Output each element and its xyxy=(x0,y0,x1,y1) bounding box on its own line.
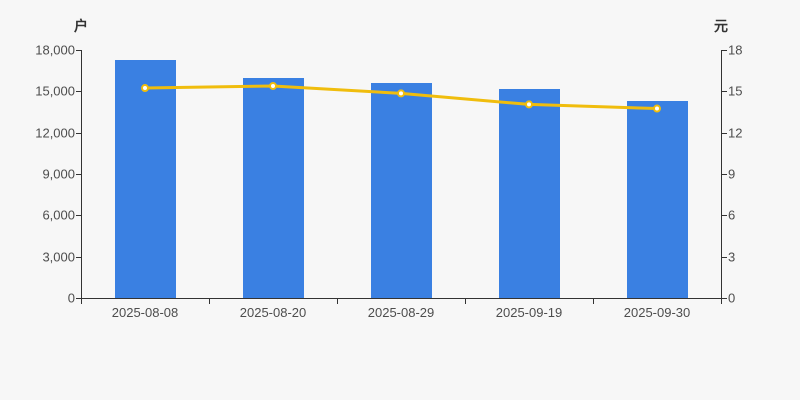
bar xyxy=(498,89,560,298)
right-axis-title: 元 xyxy=(714,18,728,34)
x-axis-tick xyxy=(81,299,82,304)
right-axis-tick-label: 15 xyxy=(728,83,743,99)
left-axis-tick-label: 6,000 xyxy=(42,207,75,223)
x-axis-tick-label: 2025-08-20 xyxy=(239,305,307,320)
left-axis-tick-label: 18,000 xyxy=(35,42,75,58)
line-point xyxy=(397,89,405,98)
left-axis-tick-label: 15,000 xyxy=(35,83,75,99)
bar xyxy=(242,78,304,298)
left-axis-tick xyxy=(76,91,81,93)
left-axis-tick xyxy=(76,298,81,299)
right-axis-tick-label: 9 xyxy=(728,166,736,182)
left-axis-tick-label: 12,000 xyxy=(35,125,75,141)
right-axis-tick xyxy=(722,256,727,258)
right-axis-tick-label: 3 xyxy=(728,249,736,265)
right-axis-tick xyxy=(722,215,727,217)
left-axis-tick xyxy=(76,50,81,51)
left-axis-tick xyxy=(76,215,81,217)
right-axis-tick xyxy=(722,91,727,93)
x-axis-tick xyxy=(593,299,594,304)
right-axis-tick-label: 0 xyxy=(728,290,736,306)
bar xyxy=(370,83,432,298)
line-point xyxy=(525,100,533,109)
left-axis-title: 户 xyxy=(74,18,88,34)
x-axis-tick xyxy=(465,299,466,304)
x-axis-tick-label: 2025-09-19 xyxy=(495,305,563,320)
x-axis-tick xyxy=(337,299,338,304)
left-axis-line xyxy=(81,50,82,298)
left-axis-tick-label: 9,000 xyxy=(42,166,75,182)
left-axis-tick xyxy=(76,174,81,175)
right-axis-tick-label: 6 xyxy=(728,207,736,223)
right-axis-tick-label: 12 xyxy=(728,125,743,141)
bar xyxy=(626,101,688,298)
left-axis-tick-label: 0 xyxy=(67,290,75,306)
x-axis-tick-label: 2025-08-29 xyxy=(367,305,435,320)
line-point xyxy=(269,81,277,90)
right-axis-tick xyxy=(722,298,727,299)
bar xyxy=(114,59,176,298)
x-axis-tick-label: 2025-09-30 xyxy=(623,305,691,320)
right-axis-tick xyxy=(722,132,727,134)
x-axis-tick xyxy=(209,299,210,304)
x-axis-tick-label: 2025-08-08 xyxy=(111,305,179,320)
line-point xyxy=(141,84,149,93)
right-axis-line xyxy=(721,50,722,298)
left-axis-tick xyxy=(76,132,81,134)
x-axis-line xyxy=(81,298,722,299)
right-axis-tick xyxy=(722,174,727,175)
right-axis-tick-label: 18 xyxy=(728,42,743,58)
left-axis-tick xyxy=(76,256,81,258)
left-axis-tick-label: 3,000 xyxy=(42,249,75,265)
x-axis-tick xyxy=(721,299,722,304)
line-point xyxy=(653,104,661,113)
right-axis-tick xyxy=(722,50,727,51)
